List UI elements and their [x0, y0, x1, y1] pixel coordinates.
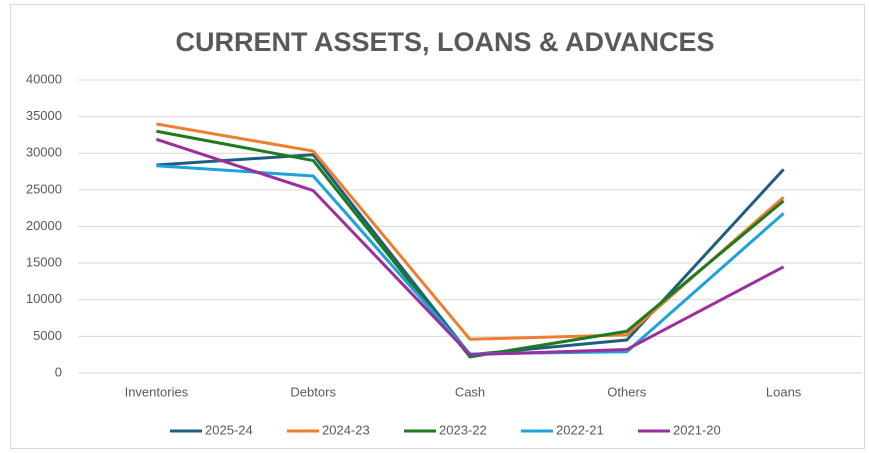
- x-tick-label: Debtors: [290, 384, 336, 399]
- x-tick-label: Cash: [455, 384, 485, 399]
- y-tick-label: 30000: [26, 145, 62, 160]
- legend-label: 2023-22: [439, 422, 487, 437]
- x-tick-label: Inventories: [125, 384, 189, 399]
- y-tick-label: 0: [55, 364, 62, 379]
- x-tick-label: Others: [607, 384, 647, 399]
- y-tick-label: 5000: [33, 328, 62, 343]
- series-line: [155, 137, 785, 357]
- y-tick-label: 15000: [26, 255, 62, 270]
- series-line: [156, 129, 785, 359]
- legend-label: 2024-23: [322, 422, 370, 437]
- y-tick-label: 20000: [26, 218, 62, 233]
- legend-label: 2021-20: [673, 422, 721, 437]
- x-tick-label: Loans: [766, 384, 802, 399]
- chart-title: CURRENT ASSETS, LOANS & ADVANCES: [175, 27, 714, 57]
- y-tick-label: 40000: [26, 71, 62, 86]
- legend-label: 2025-24: [205, 422, 253, 437]
- y-tick-label: 35000: [26, 108, 62, 123]
- legend-label: 2022-21: [556, 422, 604, 437]
- y-tick-label: 10000: [26, 291, 62, 306]
- y-tick-label: 25000: [26, 181, 62, 196]
